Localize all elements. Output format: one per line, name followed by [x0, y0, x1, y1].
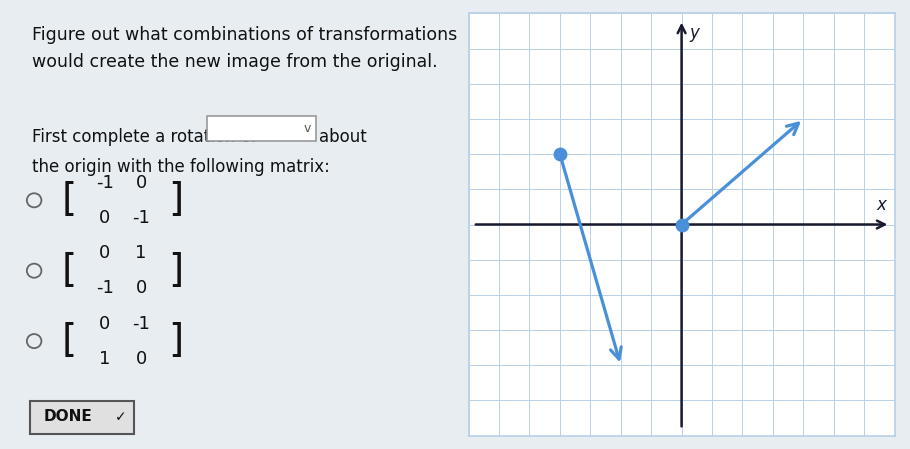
Text: Figure out what combinations of transformations
would create the new image from : Figure out what combinations of transfor…: [32, 26, 457, 71]
Text: -1: -1: [132, 209, 150, 227]
Text: ]: ]: [168, 181, 184, 219]
Text: 0: 0: [99, 209, 110, 227]
Text: v: v: [303, 122, 311, 135]
Text: about: about: [318, 128, 366, 145]
Text: x: x: [876, 196, 886, 214]
Text: 1: 1: [136, 244, 147, 262]
Text: the origin with the following matrix:: the origin with the following matrix:: [32, 158, 329, 176]
Text: [: [: [62, 252, 77, 290]
Text: ]: ]: [168, 252, 184, 290]
Text: y: y: [689, 24, 699, 42]
Text: DONE: DONE: [44, 409, 93, 424]
FancyBboxPatch shape: [207, 116, 317, 141]
Text: 0: 0: [136, 350, 147, 368]
FancyBboxPatch shape: [29, 401, 135, 434]
Text: -1: -1: [96, 174, 114, 192]
Text: First complete a rotation of: First complete a rotation of: [32, 128, 257, 145]
Text: ✓: ✓: [115, 410, 126, 424]
Text: 0: 0: [99, 314, 110, 333]
Text: [: [: [62, 181, 77, 219]
Text: 1: 1: [99, 350, 110, 368]
Text: 0: 0: [136, 174, 147, 192]
Text: -1: -1: [96, 279, 114, 297]
Text: 0: 0: [99, 244, 110, 262]
Text: [: [: [62, 322, 77, 360]
Text: ]: ]: [168, 322, 184, 360]
Text: -1: -1: [132, 314, 150, 333]
Text: 0: 0: [136, 279, 147, 297]
